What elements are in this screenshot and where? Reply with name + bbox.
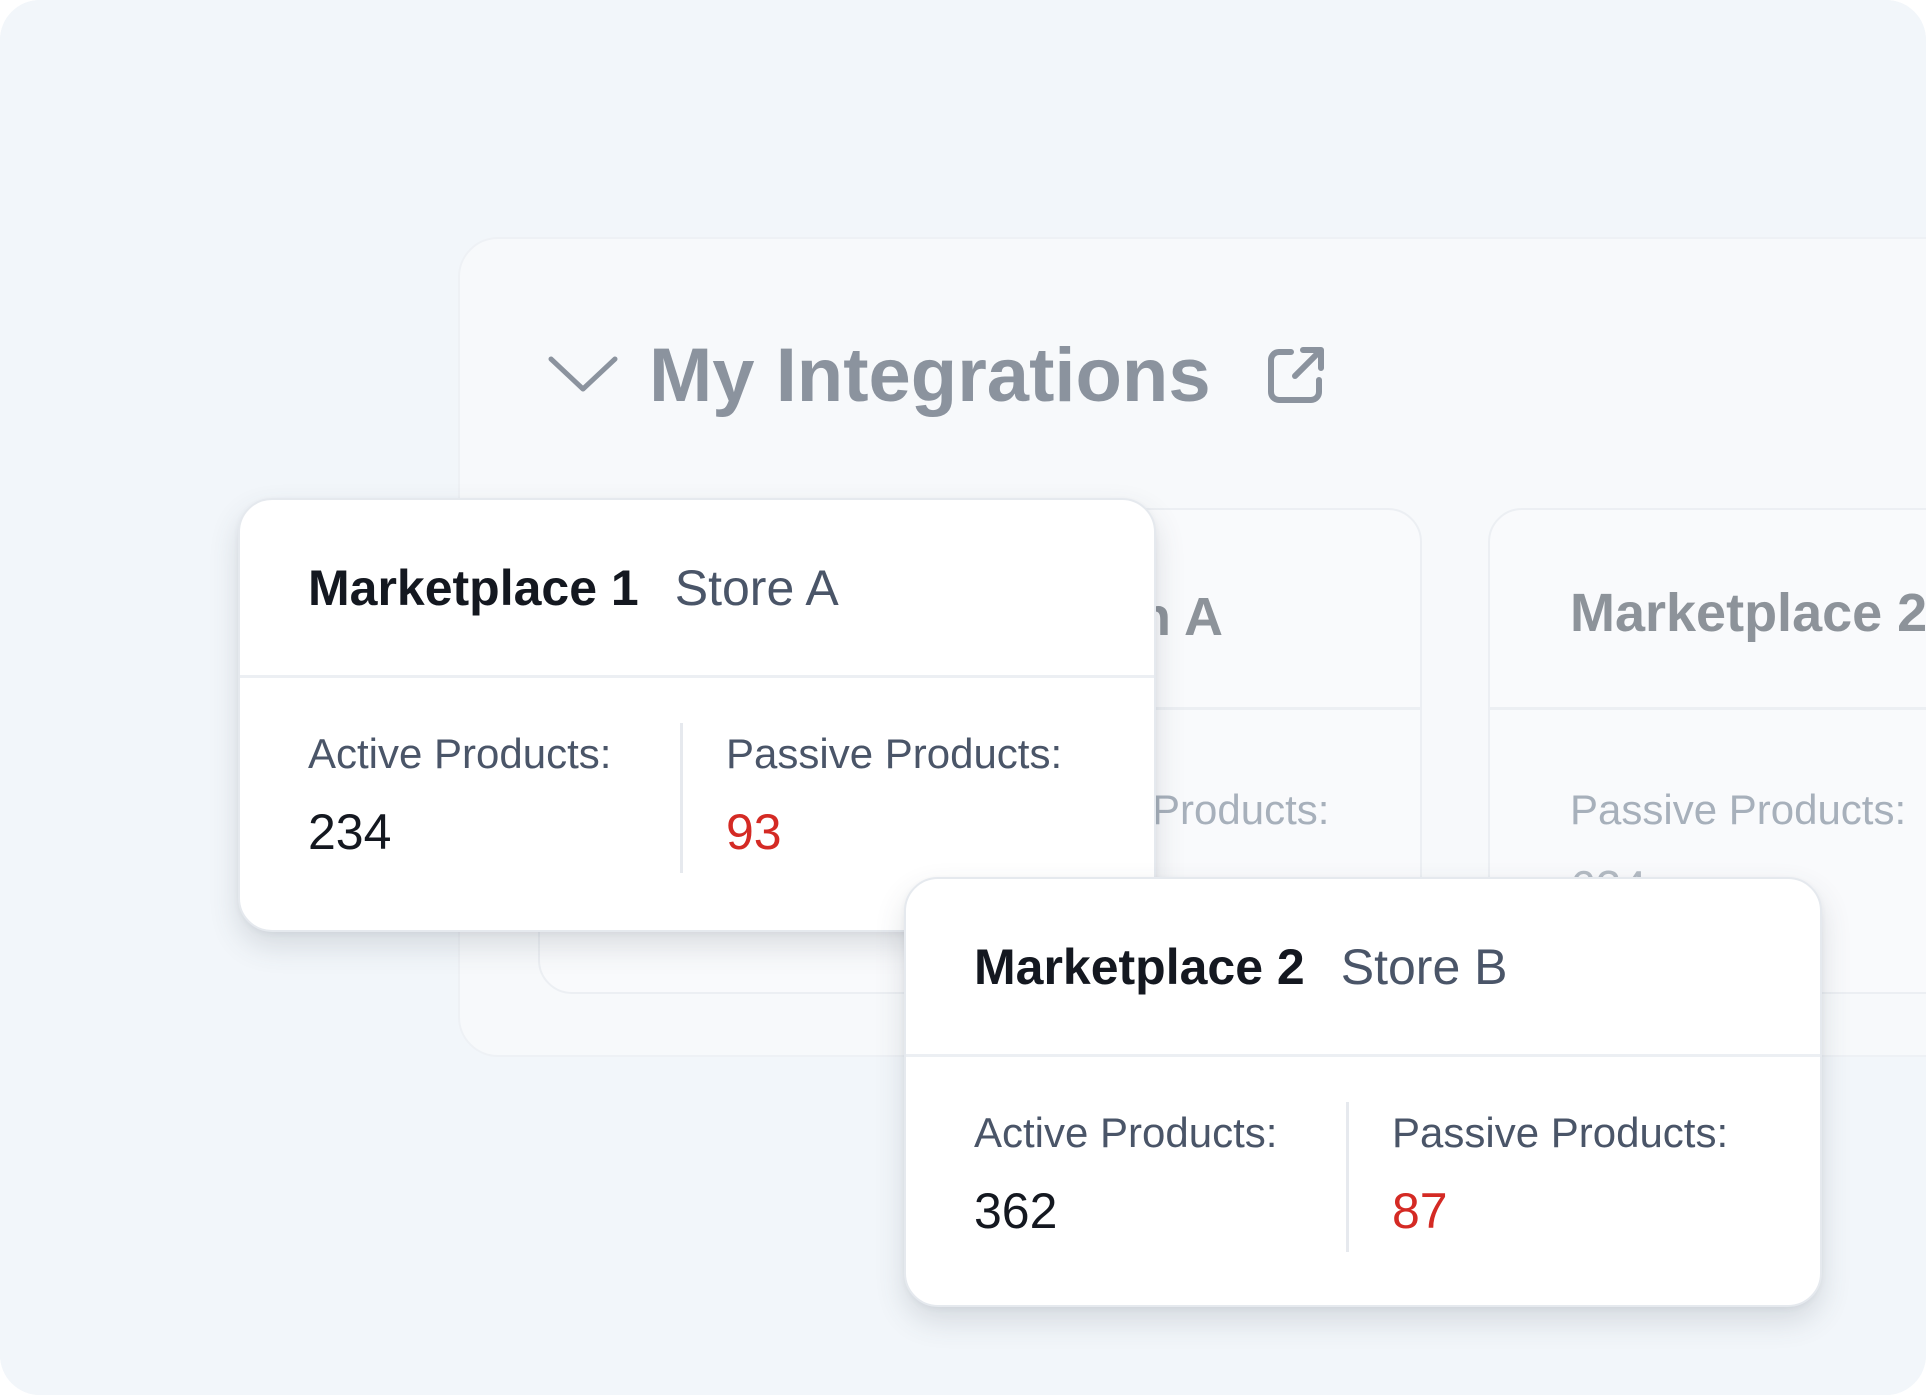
store-name: Store B — [1340, 938, 1508, 995]
integration-card-header: Marketplace 1 Store A — [240, 500, 1154, 678]
passive-products-stat: Passive Products: 93 — [726, 730, 1062, 860]
ghost-card-header: Marketplace 2 — [1490, 510, 1926, 710]
integration-card-stats: Active Products: 362 Passive Products: 8… — [906, 1057, 1820, 1297]
ghost-card-label: Passive Products: — [1570, 786, 1907, 833]
active-products-label: Active Products: — [308, 730, 612, 777]
active-products-value: 362 — [974, 1183, 1058, 1239]
active-products-stat: Active Products: 362 — [974, 1109, 1277, 1239]
integration-card[interactable]: Marketplace 2 Store B Active Products: 3… — [904, 877, 1822, 1307]
active-products-label: Active Products: — [974, 1109, 1278, 1156]
stat-divider — [1346, 1102, 1349, 1252]
passive-products-value: 87 — [1392, 1183, 1448, 1239]
active-products-stat: Active Products: 234 — [308, 730, 611, 860]
marketplace-name: Marketplace 1 — [308, 559, 639, 616]
integration-card[interactable]: Marketplace 1 Store A Active Products: 2… — [238, 498, 1156, 932]
passive-products-value: 93 — [726, 804, 782, 860]
active-products-value: 234 — [308, 804, 392, 860]
integration-card-header: Marketplace 2 Store B — [906, 879, 1820, 1057]
chevron-down-icon[interactable] — [545, 345, 621, 405]
stat-divider — [680, 723, 683, 873]
store-name: Store A — [674, 559, 839, 616]
passive-products-label: Passive Products: — [1392, 1109, 1729, 1156]
external-link-icon[interactable] — [1265, 344, 1327, 406]
integrations-panel-header: My Integrations — [545, 320, 1327, 430]
ghost-card-title: Marketplace 2 — [1570, 583, 1926, 643]
passive-products-stat: Passive Products: 87 — [1392, 1109, 1728, 1239]
marketplace-name: Marketplace 2 — [974, 938, 1305, 995]
integration-card-stats: Active Products: 234 Passive Products: 9… — [240, 678, 1154, 918]
ghost-card-label: Products: — [1152, 786, 1330, 833]
panel-title: My Integrations — [649, 332, 1211, 418]
passive-products-label: Passive Products: — [726, 730, 1063, 777]
